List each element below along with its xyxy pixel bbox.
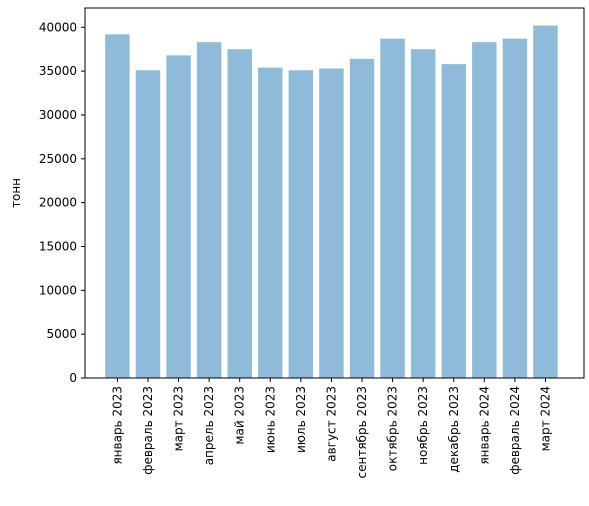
- x-tick-label: январь 2024: [477, 386, 491, 465]
- x-axis-ticks: январь 2023 февраль 2023 март 2023 апрель 2…: [110, 378, 552, 478]
- y-tick-label: 5000: [46, 327, 77, 341]
- bar-5: [227, 49, 252, 379]
- x-tick-label: февраль 2023: [141, 386, 155, 475]
- bar-11: [410, 49, 436, 379]
- bar-10: [380, 38, 405, 378]
- bar-2: [135, 70, 161, 378]
- x-tick-label: декабрь 2023: [447, 386, 461, 473]
- y-tick-label: 30000: [39, 108, 77, 122]
- x-tick-label: май 2023: [233, 386, 247, 445]
- plot-frame: [84, 7, 585, 379]
- x-tick-label: январь 2023: [110, 386, 124, 465]
- y-tick-label: 0: [69, 371, 77, 385]
- bar-15: [533, 25, 558, 378]
- bar-8: [319, 68, 344, 378]
- x-tick-label: сентябрь 2023: [355, 386, 369, 478]
- bars-group: [105, 25, 558, 379]
- x-tick-label: октябрь 2023: [386, 386, 400, 471]
- x-tick-label: июль 2023: [294, 386, 308, 453]
- y-tick-label: 10000: [39, 283, 77, 297]
- x-tick-label: август 2023: [324, 386, 338, 462]
- y-axis-label: тонн: [9, 178, 23, 208]
- bar-7: [288, 70, 314, 378]
- x-tick-label: февраль 2024: [508, 386, 522, 475]
- x-tick-label: март 2024: [538, 386, 552, 451]
- bar-9: [349, 58, 375, 378]
- x-tick-label: апрель 2023: [202, 386, 216, 465]
- x-tick-label: март 2023: [172, 386, 186, 451]
- y-tick-label: 25000: [39, 152, 77, 166]
- y-tick-label: 15000: [39, 239, 77, 253]
- bar-14: [502, 38, 528, 378]
- y-tick-label: 40000: [39, 20, 77, 34]
- bar-4: [196, 42, 222, 378]
- y-tick-label: 20000: [39, 196, 77, 210]
- bar-6: [258, 67, 283, 379]
- y-tick-label: 35000: [39, 64, 77, 78]
- bar-1: [105, 34, 130, 379]
- bar-12: [441, 64, 466, 379]
- y-axis-ticks: 0 5000 10000 15000 20000 25000 30000 35000 40000: [39, 20, 85, 385]
- x-tick-label: ноябрь 2023: [416, 386, 430, 465]
- bar-13: [472, 42, 497, 378]
- bar-3: [166, 55, 191, 378]
- x-tick-label: июнь 2023: [263, 386, 277, 453]
